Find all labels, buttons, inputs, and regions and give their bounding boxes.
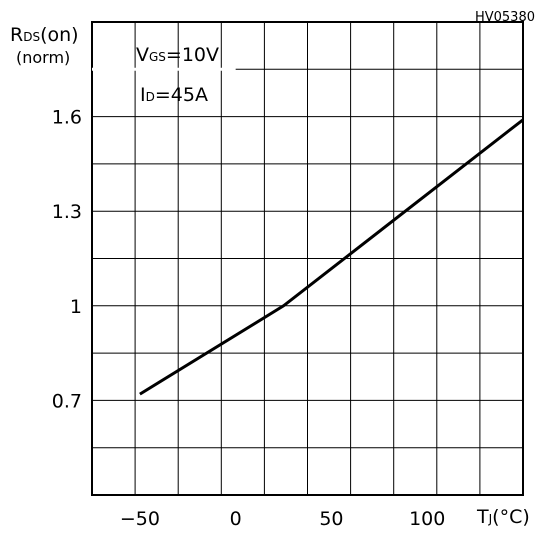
y-axis-label-sub: DS	[23, 30, 40, 44]
tick-labels: −50 0 50 100 0.7 1 1.3 1.6	[52, 107, 446, 530]
x-tick-label: −50	[120, 508, 160, 530]
annotation-vgs-tail: =10V	[166, 44, 219, 66]
y-axis-label: RDS(on)	[10, 24, 79, 46]
y-axis-label-tail: (on)	[40, 24, 79, 46]
figure-code: HV05380	[475, 10, 535, 25]
y-axis-label-main: R	[10, 24, 23, 46]
y-tick-label: 1.6	[52, 107, 82, 129]
annotation-vgs-main: V	[136, 44, 149, 66]
x-axis-label-main: T	[476, 506, 489, 528]
y-tick-label: 1.3	[52, 201, 82, 223]
y-axis-label-norm: (norm)	[16, 48, 70, 67]
y-tick-label: 1	[70, 296, 82, 318]
annotation-id-main: I	[140, 84, 146, 106]
grid	[92, 22, 523, 495]
series-group	[139, 118, 524, 396]
annotation-vgs-sub: GS	[149, 50, 166, 64]
annotation-vgs: VGS=10V	[136, 44, 219, 66]
x-axis-label: TJ(°C)	[476, 506, 530, 528]
series-line	[139, 118, 524, 396]
annotation-id: ID=45A	[140, 84, 208, 106]
y-tick-label: 0.7	[52, 390, 82, 412]
x-tick-label: 50	[319, 508, 343, 530]
x-axis-label-tail: (°C)	[492, 506, 530, 528]
annotation-id-sub: D	[146, 90, 155, 104]
plot-border	[91, 21, 524, 496]
x-tick-label: 100	[409, 508, 445, 530]
annotation-id-tail: =45A	[155, 84, 208, 106]
plot-frame	[91, 21, 524, 496]
x-tick-label: 0	[230, 508, 242, 530]
x-axis-label-sub: J	[488, 512, 493, 526]
